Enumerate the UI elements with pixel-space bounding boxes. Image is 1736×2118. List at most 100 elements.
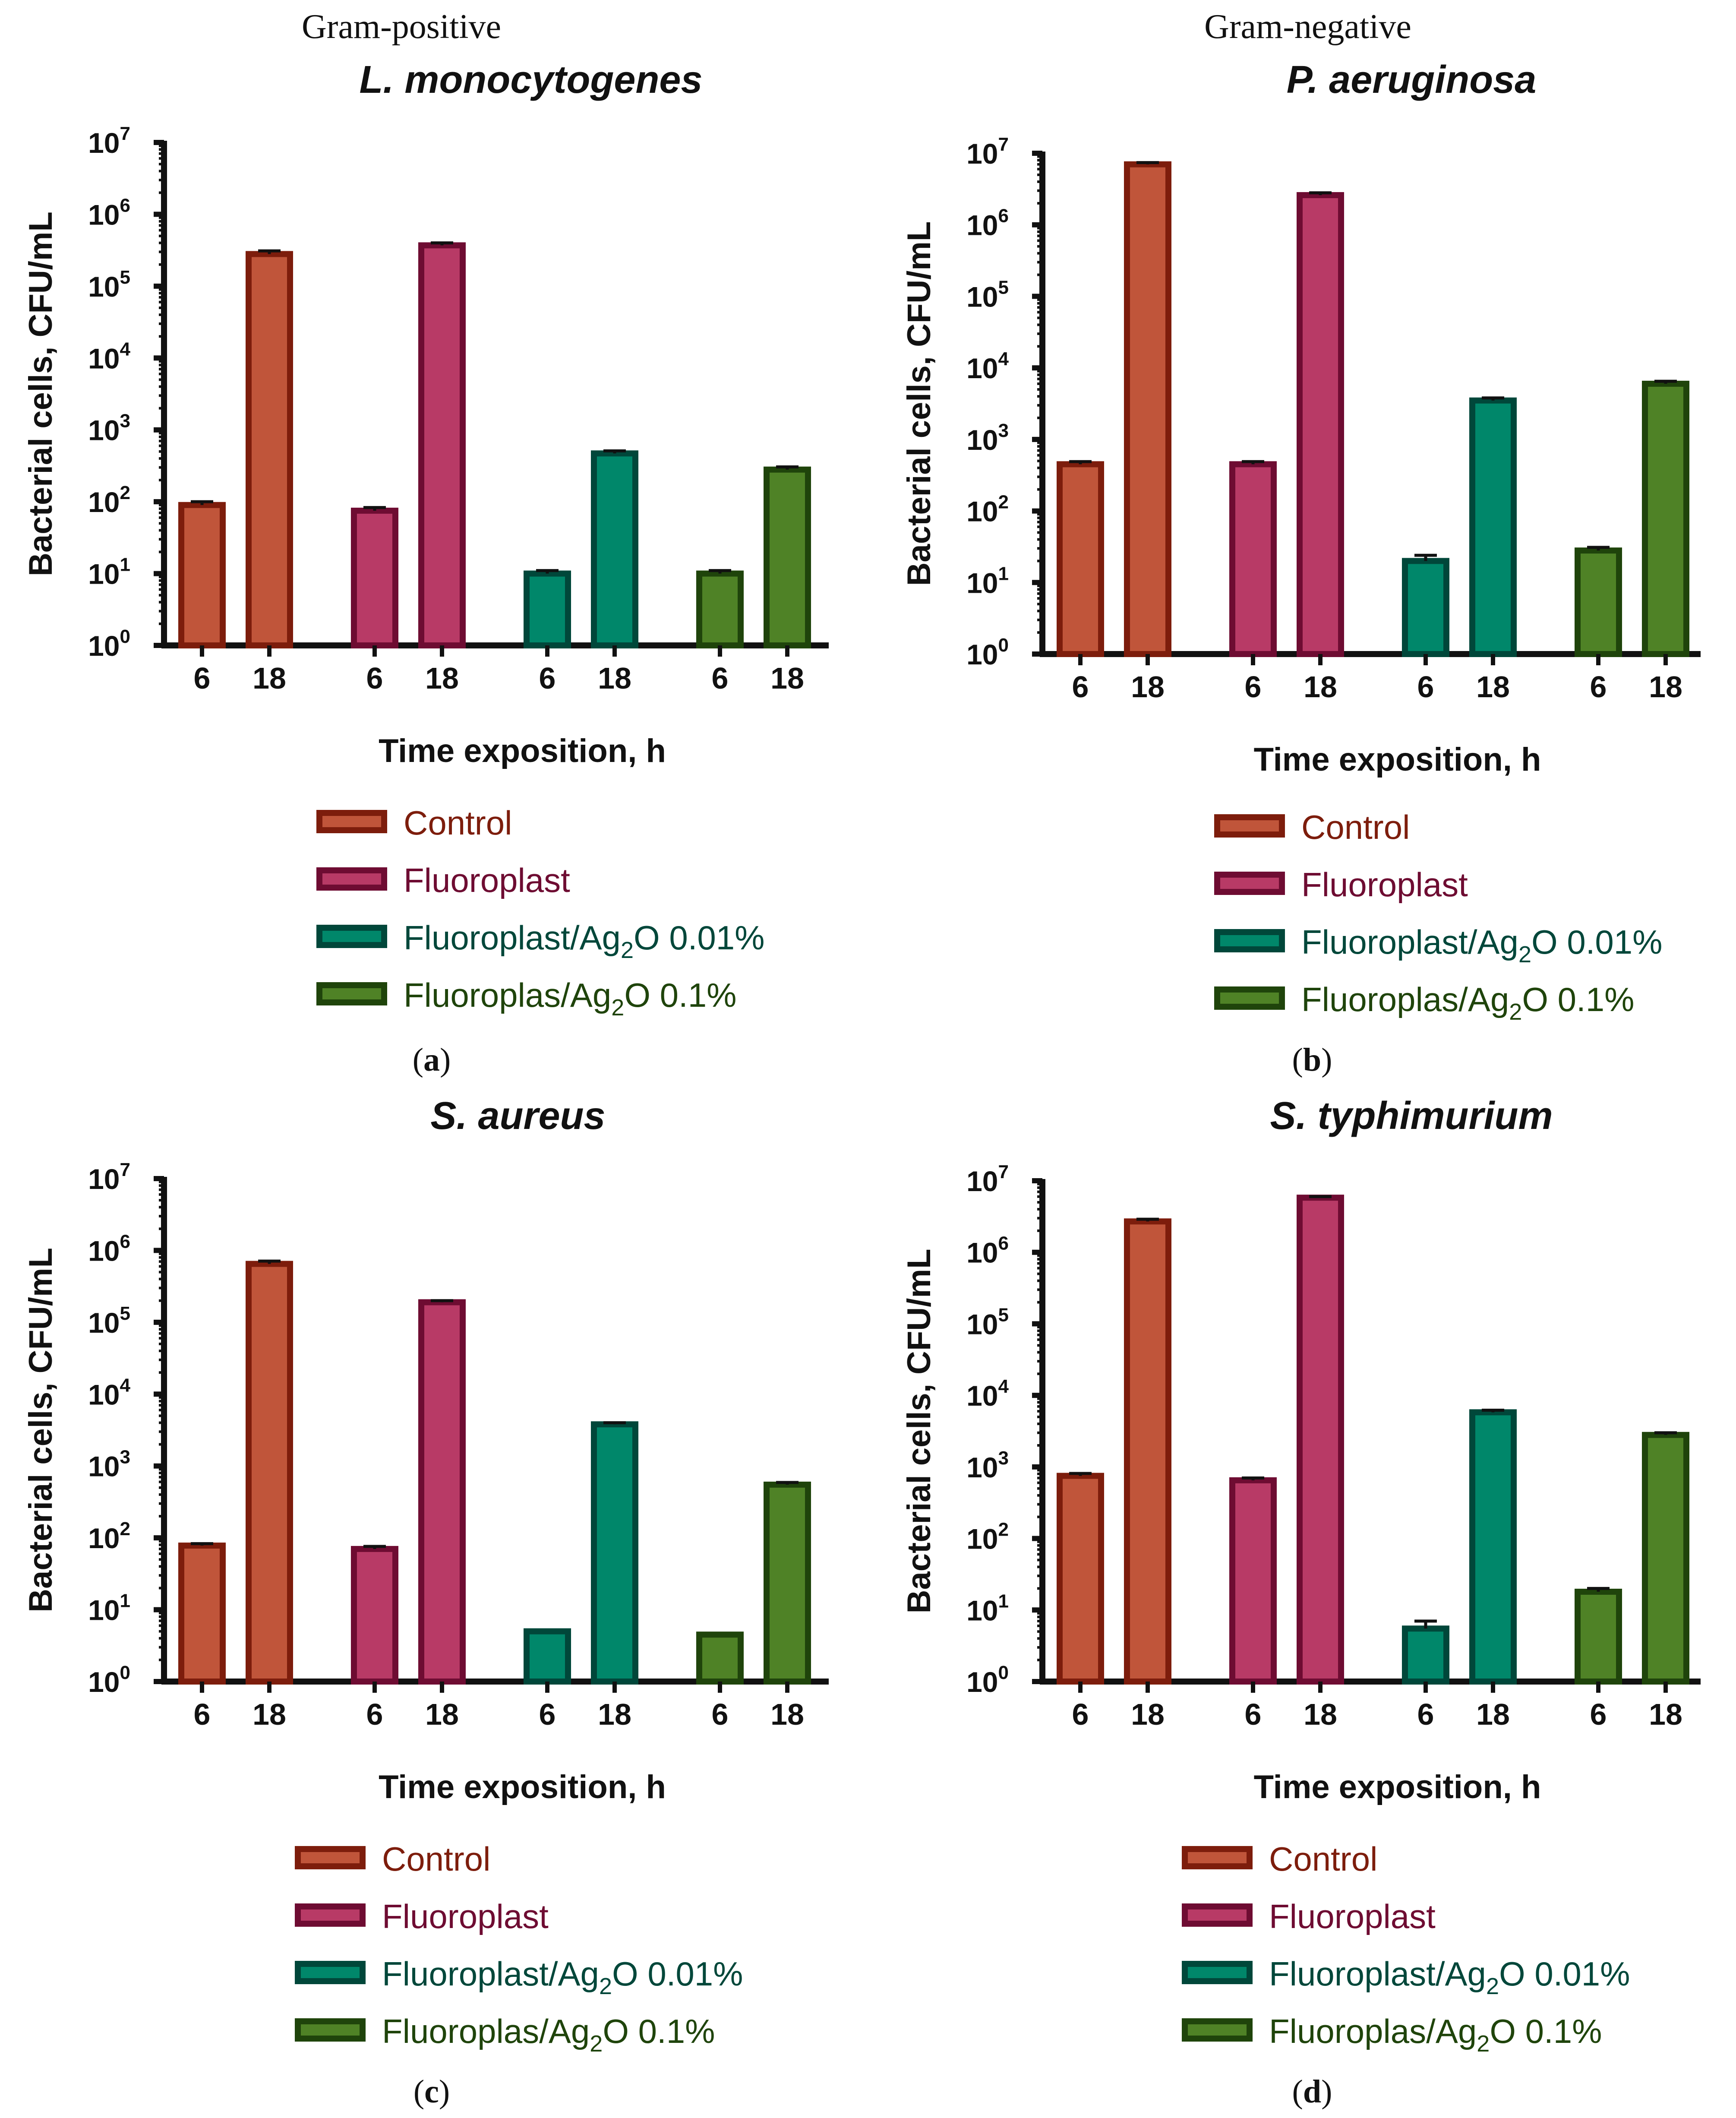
y-tick-label: 104 — [88, 1375, 130, 1410]
legend-swatch-control — [316, 810, 387, 833]
legend-swatch-ag01 — [316, 982, 387, 1005]
y-axis-label: Bacterial cells, CFU/mL — [22, 212, 59, 576]
x-tick-label: 18 — [770, 1698, 804, 1731]
chart-panel-a: L. monocytogenes Bacterial cells, CFU/mL 1… — [22, 58, 829, 1078]
bar-fluoroplast-18h — [1297, 1195, 1344, 1685]
chart-title: S. aureus — [430, 1094, 605, 1138]
legend-label-fluoroplast: Fluoroplast — [1269, 1897, 1436, 1935]
y-tick-label: 103 — [88, 411, 130, 446]
x-tick-label: 18 — [598, 1698, 631, 1731]
bar-ag001-18h — [1469, 397, 1517, 657]
y-tick-label: 101 — [88, 554, 130, 590]
y-tick-label: 105 — [88, 1303, 130, 1339]
x-axis-label: Time exposition, h — [1254, 741, 1541, 778]
x-axis-label: Time exposition, h — [379, 1769, 666, 1805]
y-tick-label: 104 — [966, 1376, 1009, 1412]
legend: Control Fluoroplast Fluoroplast/Ag2O 0.01%… — [1182, 1840, 1630, 2057]
bar-ag01-6h — [1575, 547, 1622, 657]
y-tick-label: 100 — [966, 635, 1009, 670]
bar-ag001-18h — [1469, 1409, 1517, 1685]
legend-swatch-ag001 — [295, 1961, 366, 1984]
y-tick-label: 105 — [966, 1304, 1009, 1340]
y-tick-label: 102 — [88, 482, 130, 518]
chart-title: S. typhimurium — [1270, 1094, 1553, 1138]
bar-ag001-18h — [591, 1421, 638, 1685]
bar-control-18h — [246, 251, 293, 648]
y-tick-label: 106 — [966, 205, 1009, 241]
y-tick-label: 104 — [966, 348, 1009, 384]
x-tick-label: 6 — [1590, 670, 1607, 704]
y-tick-label: 105 — [966, 277, 1009, 313]
legend-swatch-ag01 — [295, 2018, 366, 2042]
header-gram-negative: Gram-negative — [1204, 8, 1411, 46]
bar-ag01-18h — [764, 1481, 811, 1685]
bar-ag01-18h — [764, 466, 811, 649]
x-tick-label: 6 — [539, 1698, 556, 1731]
x-tick-label: 18 — [425, 661, 459, 695]
x-tick-label: 6 — [1417, 1698, 1434, 1731]
panels: L. monocytogenes Bacterial cells, CFU/mL 1… — [22, 58, 1701, 2110]
legend-label-ag01: Fluoroplas/Ag2O 0.1% — [1301, 980, 1634, 1025]
x-tick-label: 6 — [539, 661, 556, 695]
bar-ag01-18h — [1642, 1432, 1689, 1685]
x-tick-label: 6 — [194, 1698, 211, 1731]
panel-caption: (b) — [1292, 1042, 1332, 1078]
y-tick-label: 107 — [88, 123, 130, 159]
legend-label-ag01: Fluoroplas/Ag2O 0.1% — [1269, 2012, 1602, 2057]
bar-control-6h — [178, 502, 226, 648]
legend-label-fluoroplast: Fluoroplast — [1301, 866, 1468, 904]
y-tick-label: 107 — [966, 1161, 1009, 1197]
bar-fluoroplast-6h — [351, 1546, 398, 1685]
x-tick-label: 6 — [712, 1698, 729, 1731]
x-tick-label: 18 — [1304, 1698, 1337, 1731]
y-tick-label: 101 — [88, 1590, 130, 1626]
bar-fluoroplast-18h — [418, 242, 466, 648]
legend-label-ag01: Fluoroplas/Ag2O 0.1% — [382, 2012, 715, 2057]
x-tick-label: 6 — [1417, 670, 1434, 704]
bar-ag001-6h — [524, 1628, 571, 1685]
panel-caption: (d) — [1292, 2074, 1332, 2110]
y-tick-label: 104 — [88, 338, 130, 374]
legend-label-ag001: Fluoroplast/Ag2O 0.01% — [1269, 1955, 1630, 1999]
chart-panel-d: S. typhimurium Bacterial cells, CFU/mL 100… — [901, 1094, 1701, 2110]
legend-swatch-ag001 — [1214, 929, 1285, 952]
y-axis-label: Bacterial cells, CFU/mL — [901, 1249, 937, 1614]
panel-caption: (a) — [413, 1042, 451, 1078]
y-tick-label: 105 — [88, 267, 130, 303]
legend: Control Fluoroplast Fluoroplast/Ag2O 0.01%… — [316, 804, 765, 1021]
x-tick-label: 18 — [1131, 670, 1165, 704]
y-tick-label: 107 — [88, 1159, 130, 1195]
header-gram-positive: Gram-positive — [302, 8, 501, 46]
bar-fluoroplast-6h — [1229, 1477, 1277, 1685]
bar-ag01-6h — [696, 1631, 744, 1685]
legend: Control Fluoroplast Fluoroplast/Ag2O 0.01%… — [1214, 808, 1663, 1025]
x-tick-label: 6 — [1245, 670, 1262, 704]
legend-label-fluoroplast: Fluoroplast — [382, 1897, 549, 1935]
y-tick-label: 100 — [88, 1662, 130, 1698]
y-tick-label: 101 — [966, 563, 1009, 599]
legend-swatch-control — [1214, 814, 1285, 838]
x-tick-label: 6 — [366, 661, 383, 695]
x-tick-label: 18 — [770, 661, 804, 695]
x-tick-label: 18 — [253, 1698, 286, 1731]
legend-swatch-ag01 — [1214, 986, 1285, 1010]
legend-swatch-ag01 — [1182, 2018, 1253, 2042]
bar-fluoroplast-18h — [1297, 192, 1344, 657]
y-tick-label: 103 — [966, 1448, 1009, 1483]
chart-title: L. monocytogenes — [359, 58, 702, 101]
legend-swatch-fluoroplast — [316, 867, 387, 891]
chart-panel-b: P. aeruginosa Bacterial cells, CFU/mL 100 1… — [901, 58, 1701, 1078]
y-tick-label: 100 — [88, 626, 130, 662]
legend-label-control: Control — [382, 1840, 490, 1878]
bar-ag001-18h — [591, 450, 638, 649]
legend-swatch-ag001 — [1182, 1961, 1253, 1984]
chart-panel-c: S. aureus Bacterial cells, CFU/mL 100 101 10… — [22, 1094, 829, 2110]
legend-swatch-control — [1182, 1846, 1253, 1869]
y-tick-label: 102 — [966, 1519, 1009, 1555]
legend-label-ag001: Fluoroplast/Ag2O 0.01% — [382, 1955, 743, 1999]
bar-control-18h — [246, 1261, 293, 1685]
x-tick-label: 18 — [598, 661, 631, 695]
x-tick-label: 6 — [1072, 1698, 1089, 1731]
x-tick-label: 6 — [1590, 1698, 1607, 1731]
